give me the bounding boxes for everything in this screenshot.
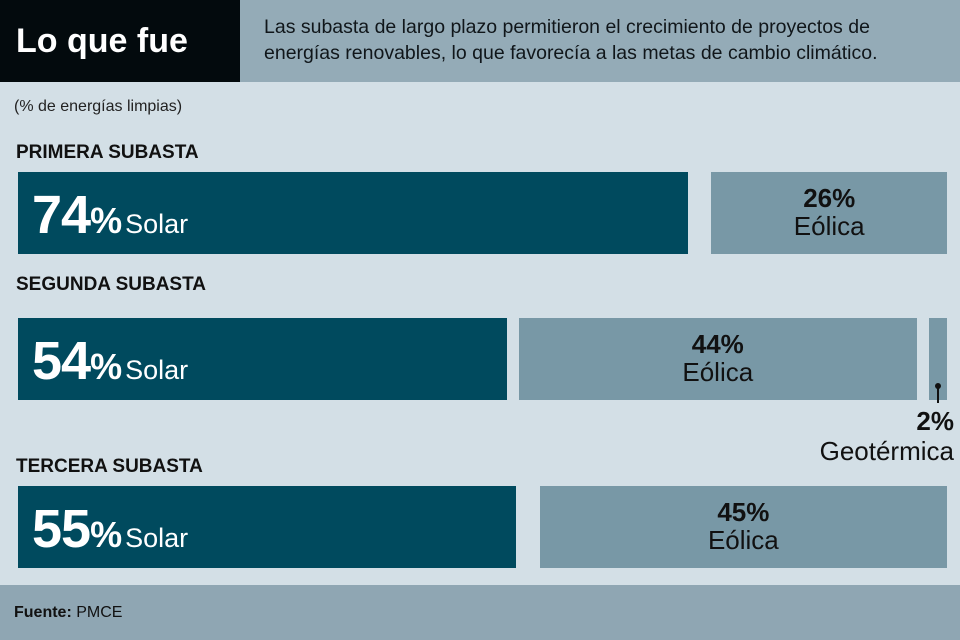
eolica-label: Eólica [707,525,779,555]
solar-label: Solar [125,523,189,553]
source-footer: Fuente: PMCE [0,585,960,640]
bar-geotermica [928,318,947,400]
eolica-label: Eólica [793,211,865,241]
solar-value: 55 [32,499,91,559]
solar-value: 54 [32,331,91,391]
bar-solar: 74% Solar [18,172,689,254]
bar-solar: 54% Solar [18,318,507,400]
solar-percent: 74% [32,185,122,245]
description-line: Las subasta de largo plazo permitieron e… [264,16,870,38]
geotermica-percent: 2% [916,406,954,436]
chart-subtitle: (% de energías limpias) [14,98,183,115]
bar-eolica: 44% Eólica [518,318,917,400]
source-label: Fuente: [14,604,72,621]
bar-eolica: 26% Eólica [711,172,947,254]
row-label: PRIMERA SUBASTA [16,142,199,163]
page-title: Lo que fue [0,0,240,82]
description-line: energías renovables, lo que favorecía a … [264,42,878,64]
geotermica-name: Geotérmica [819,436,954,466]
geotermica-pointer [935,383,941,403]
row-label: SEGUNDA SUBASTA [16,274,207,295]
percent-sign: % [90,200,122,241]
eolica-percent: 44% [691,329,744,359]
eolica-percent: 26% [803,183,856,213]
solar-label: Solar [125,355,189,385]
eolica-label: Eólica [682,357,754,387]
percent-sign: % [90,346,122,387]
solar-percent: 54% [32,331,122,391]
header-description: Las subasta de largo plazo permitieron e… [240,0,960,82]
source-value: PMCE [76,604,123,621]
eolica-percent: 45% [717,497,770,527]
solar-percent: 55% [32,499,122,559]
bar-solar: 55% Solar [18,486,516,568]
percent-sign: % [90,514,122,555]
bar-eolica: 45% Eólica [539,486,947,568]
solar-label: Solar [125,209,189,239]
solar-value: 74 [32,185,91,245]
row-label: TERCERA SUBASTA [16,456,203,477]
geotermica-label: 2% Geotérmica [820,406,954,466]
